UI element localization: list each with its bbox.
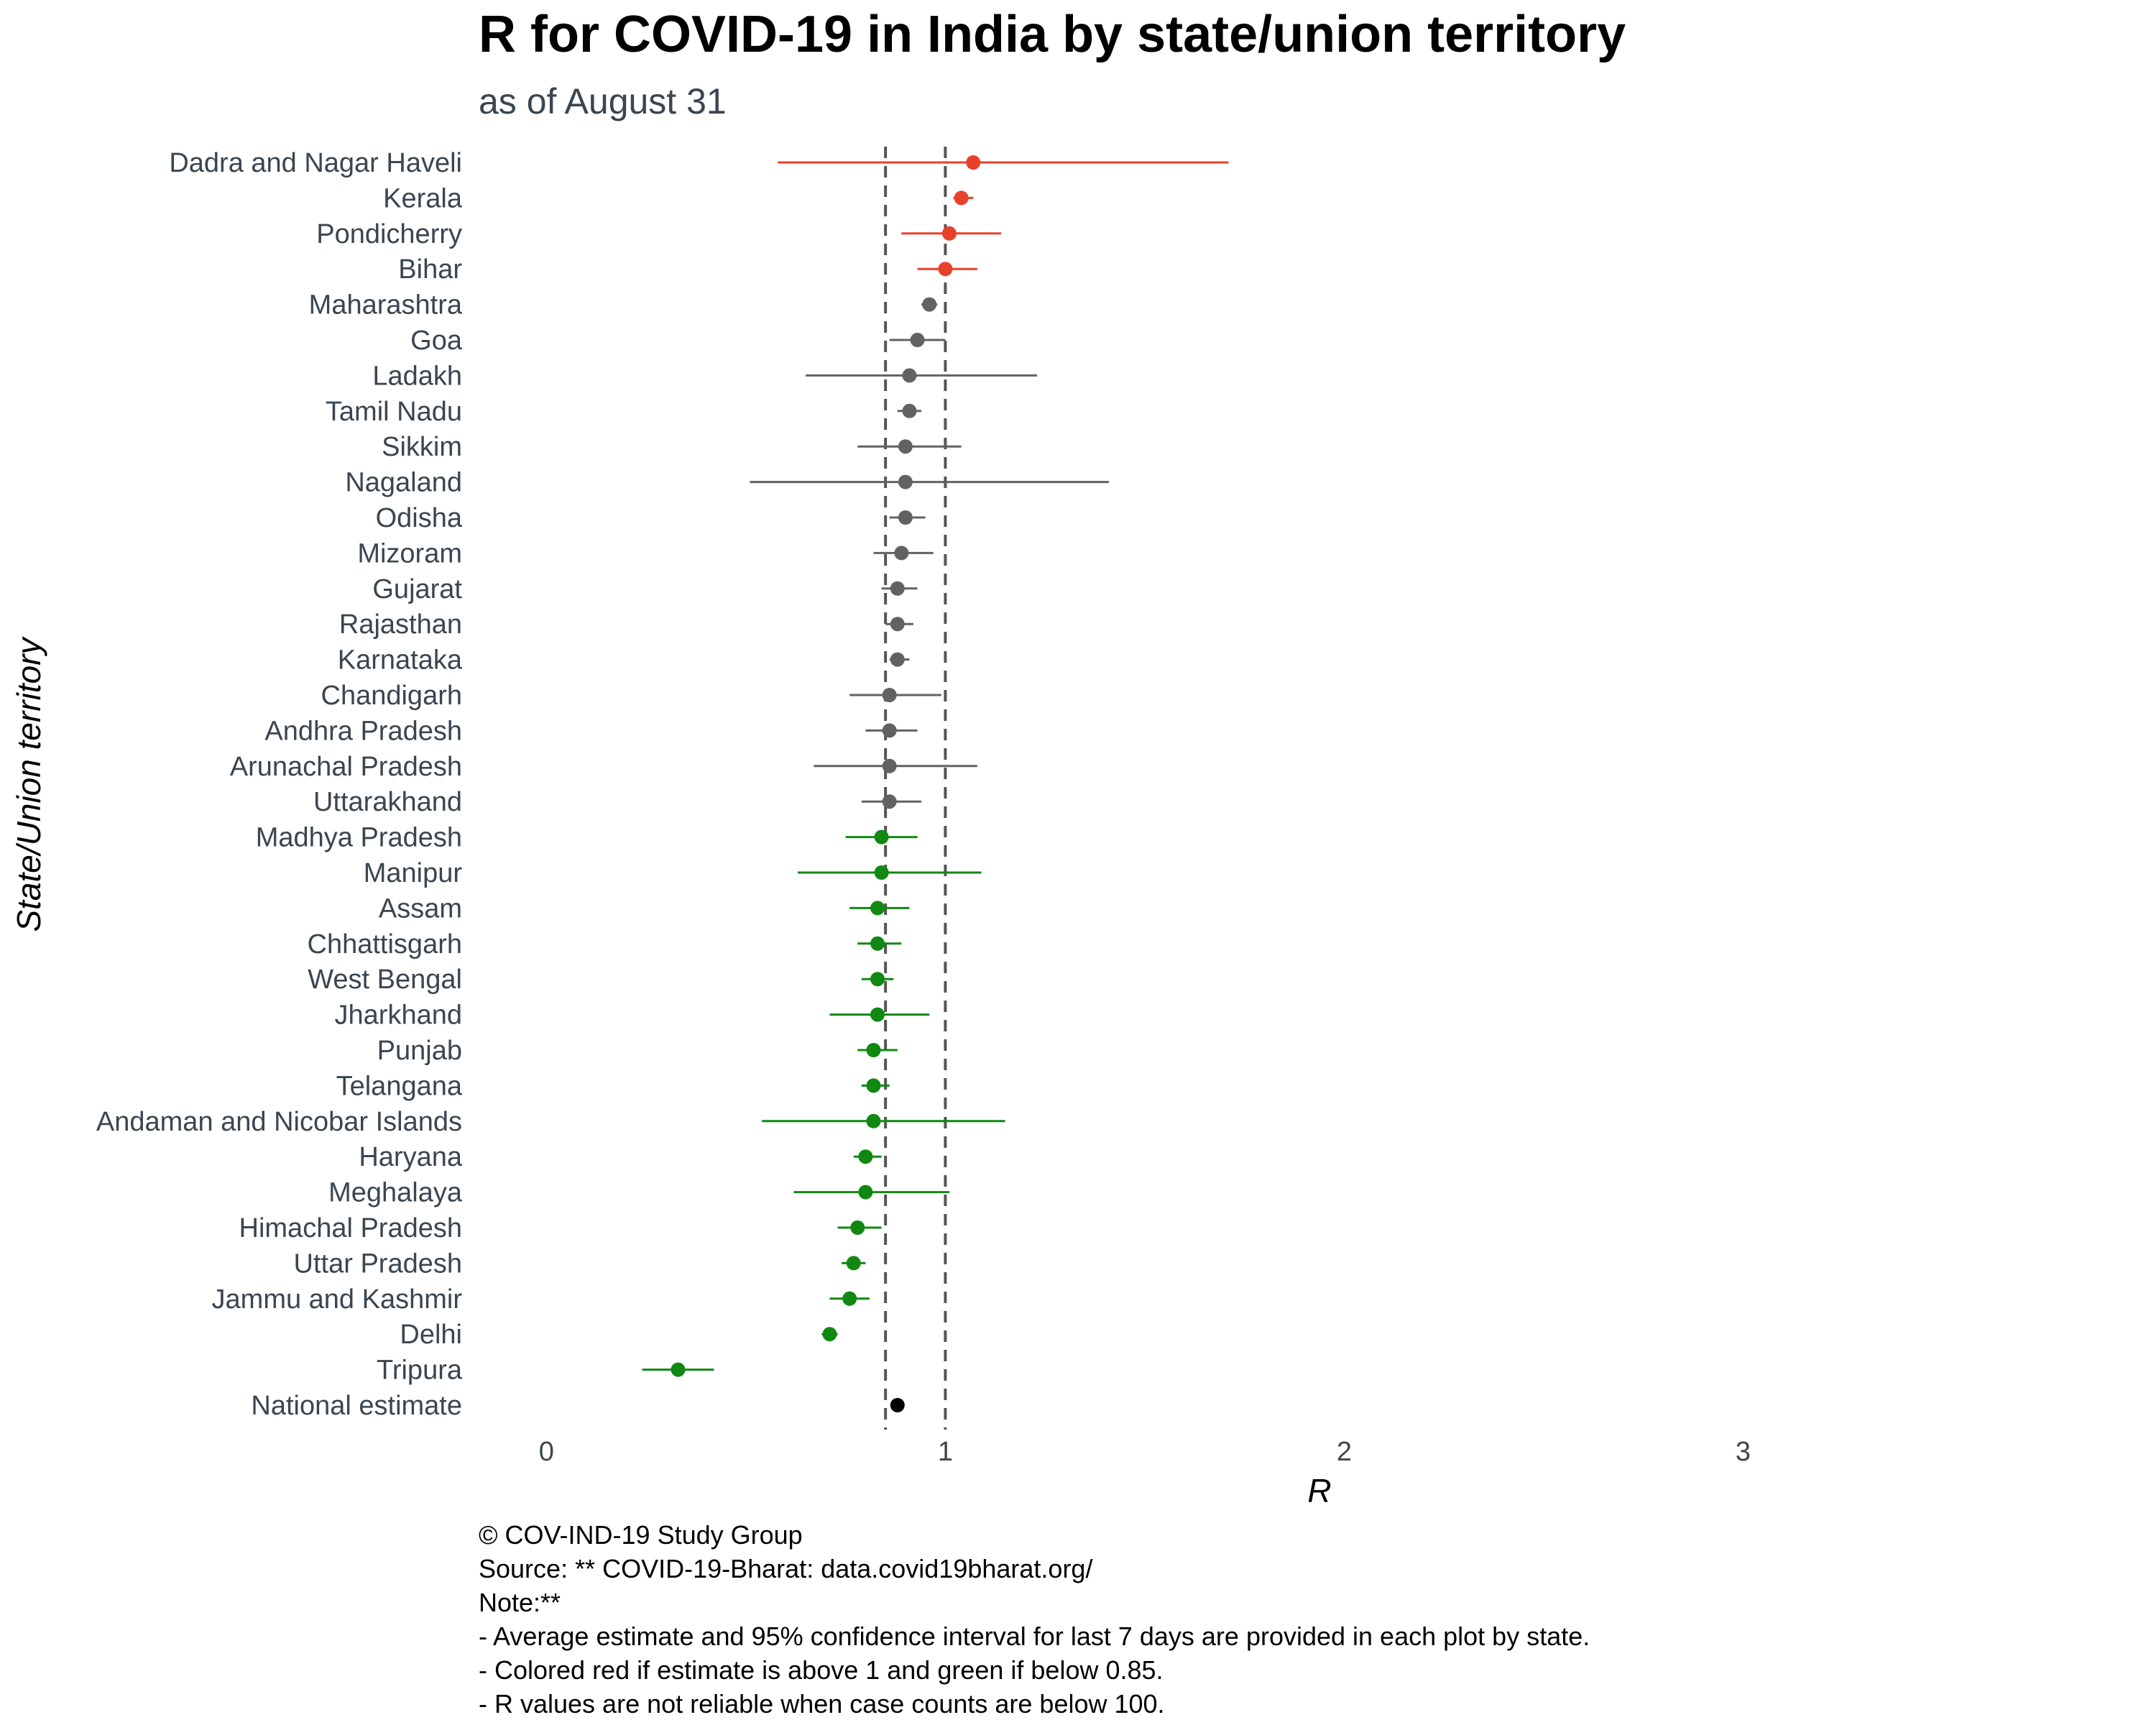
state-label: Goa [410, 326, 463, 356]
point-estimate [842, 1291, 857, 1306]
point-estimate [922, 297, 937, 312]
point-estimate [870, 972, 885, 987]
caption-line: © COV-IND-19 Study Group [479, 1520, 803, 1550]
reference-lines [884, 147, 947, 1430]
point-estimate [866, 1113, 881, 1128]
caption-line: - Colored red if estimate is above 1 and… [479, 1655, 1164, 1685]
caption-line: Note:** [479, 1588, 561, 1617]
state-label: Chandigarh [321, 681, 462, 711]
point-estimate [910, 333, 925, 347]
x-tick-label: 3 [1736, 1437, 1751, 1467]
point-estimate [902, 403, 917, 418]
point-estimate [870, 1007, 885, 1022]
state-label: Delhi [400, 1320, 462, 1350]
state-label: Odisha [376, 503, 463, 533]
point-estimate [890, 617, 905, 632]
y-axis-title: State/Union territory [10, 635, 47, 932]
point-estimate [671, 1362, 686, 1377]
state-label: Bihar [398, 254, 462, 285]
point-estimate [890, 652, 905, 667]
point-estimate [890, 1398, 905, 1412]
point-estimate [866, 1043, 881, 1057]
x-axis-title: R [1307, 1472, 1331, 1509]
x-tick-label: 2 [1337, 1437, 1352, 1467]
point-estimate [870, 901, 885, 916]
point-estimate [882, 723, 897, 738]
point-estimate [822, 1327, 837, 1342]
state-label: Jammu and Kashmir [212, 1284, 463, 1315]
point-estimate [858, 1149, 873, 1164]
state-label: Tamil Nadu [326, 397, 462, 427]
state-label: Pondicherry [316, 219, 462, 249]
confidence-intervals [642, 161, 1229, 1407]
point-estimate [846, 1256, 861, 1271]
point-estimate [898, 510, 913, 525]
point-estimate [850, 1220, 865, 1235]
point-estimate [858, 1184, 873, 1200]
chart-subtitle: as of August 31 [479, 81, 727, 121]
x-tick-label: 1 [938, 1437, 953, 1467]
point-estimate [941, 226, 957, 241]
state-label: Uttar Pradesh [294, 1248, 462, 1279]
point-estimate [882, 794, 897, 809]
state-label: Gujarat [372, 574, 462, 604]
state-label: Haryana [359, 1142, 462, 1172]
state-label: Rajasthan [339, 610, 462, 640]
state-label: Jharkhand [335, 1000, 462, 1031]
x-tick-label: 0 [539, 1437, 554, 1467]
state-label: Andaman and Nicobar Islands [96, 1107, 462, 1137]
x-axis-ticks: 0 1 2 3 [539, 1437, 1751, 1467]
state-label: Uttarakhand [313, 787, 462, 817]
state-label: Dadra and Nagar Haveli [169, 148, 462, 178]
point-estimate [898, 439, 913, 454]
point-estimate [898, 474, 913, 489]
point-estimate [870, 936, 885, 951]
state-label: Arunachal Pradesh [230, 752, 462, 782]
state-label: National estimate [251, 1391, 462, 1421]
point-estimate [894, 546, 909, 561]
point-estimate [882, 758, 897, 773]
state-label: Kerala [383, 183, 463, 213]
state-label: Meghalaya [328, 1178, 463, 1208]
state-label: Assam [379, 893, 462, 924]
caption: © COV-IND-19 Study Group Source: ** COVID… [479, 1520, 1590, 1719]
point-estimates [671, 155, 981, 1412]
point-estimate [938, 262, 953, 277]
state-label: Manipur [364, 858, 463, 888]
state-label: Karnataka [338, 645, 463, 676]
point-estimate [966, 155, 981, 170]
caption-line: Source: ** COVID-19-Bharat: data.covid19… [479, 1554, 1092, 1583]
state-label: Madhya Pradesh [256, 823, 462, 853]
point-estimate [874, 829, 889, 845]
state-label: Mizoram [357, 538, 462, 569]
chart-title: R for COVID-19 in India by state/union t… [479, 6, 1626, 63]
state-label: Chhattisgarh [308, 929, 462, 960]
state-label: Telangana [336, 1071, 463, 1101]
state-label: Ladakh [372, 361, 462, 391]
state-label: Andhra Pradesh [264, 716, 462, 746]
caption-line: - Average estimate and 95% confidence in… [479, 1622, 1590, 1651]
state-label: Nagaland [345, 468, 462, 498]
state-label: Sikkim [382, 432, 462, 462]
state-label: Punjab [377, 1036, 462, 1066]
point-estimate [882, 688, 897, 702]
state-labels: Dadra and Nagar Haveli Kerala Pondicherry B… [96, 148, 463, 1421]
state-label: Maharashtra [309, 290, 463, 321]
point-estimate [890, 581, 905, 596]
state-label: Himachal Pradesh [239, 1213, 462, 1243]
point-estimate [866, 1078, 881, 1093]
caption-line: - R values are not reliable when case co… [479, 1689, 1165, 1719]
point-estimate [902, 368, 917, 383]
point-estimate [954, 190, 969, 206]
state-label: Tripura [377, 1356, 463, 1386]
state-label: West Bengal [308, 965, 462, 995]
point-estimate [874, 865, 889, 880]
